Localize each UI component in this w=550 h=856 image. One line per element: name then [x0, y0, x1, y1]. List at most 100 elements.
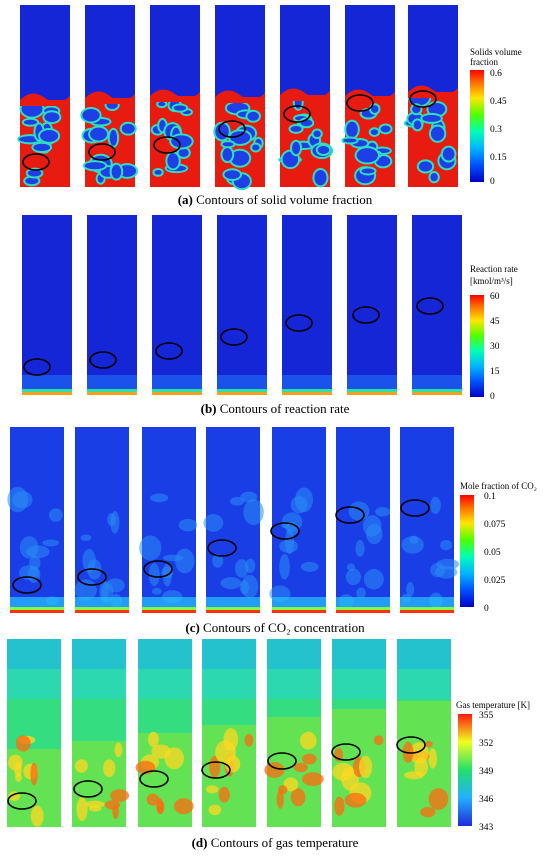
void-bubble — [375, 156, 391, 167]
co2-plume — [19, 565, 39, 581]
contour-column — [80, 5, 139, 187]
tracking-ellipse — [270, 522, 300, 540]
co2-band-hot — [206, 610, 260, 613]
temperature-hotspot — [114, 742, 123, 757]
tracking-ellipse — [7, 792, 37, 810]
co2-plume — [175, 548, 195, 574]
co2-near-bottom — [142, 597, 196, 607]
co2-plume — [401, 536, 424, 554]
co2-plume — [345, 568, 361, 586]
temperature-hotspot — [344, 792, 367, 808]
tracking-ellipse — [396, 736, 426, 754]
co2-near-bottom — [75, 597, 129, 607]
co2-plume — [362, 515, 382, 537]
co2-band — [336, 607, 390, 610]
contour-column — [403, 5, 458, 187]
void-bubble — [33, 143, 51, 152]
contour-column — [341, 5, 395, 187]
void-bubble — [371, 105, 379, 113]
temperature-hotspot — [224, 755, 241, 773]
contour-column — [202, 639, 256, 827]
temperature-hotspot — [30, 805, 44, 827]
colorbar-a-title-2: fraction — [470, 57, 498, 67]
colorbar-d-tick: 343 — [479, 823, 494, 833]
caption-a: (a) Contours of solid volume fraction — [0, 192, 550, 208]
temperature-hotspot — [302, 772, 324, 786]
co2-plume — [220, 577, 242, 590]
panel-b-graphic: Reaction rate [kmol/m³/s] 60 45 30 15 0 — [22, 215, 518, 402]
co2-plume — [139, 535, 162, 561]
void-bubble — [346, 121, 358, 138]
temperature-hotspot — [264, 762, 285, 778]
void-bubble — [290, 125, 302, 132]
temperature-hotspot — [151, 744, 171, 759]
void-bubble — [82, 109, 100, 122]
contour-column — [72, 639, 130, 827]
co2-band-hot — [10, 610, 64, 613]
colorbar-a — [470, 70, 484, 182]
panel-c-graphic: Mole fraction of CO₂ 0.1 0.075 0.05 0.02… — [7, 427, 537, 614]
column-background — [217, 215, 267, 395]
temperature-hotspot — [293, 762, 308, 773]
void-bubble — [422, 114, 441, 122]
reaction-band — [22, 389, 72, 392]
void-bubble — [430, 126, 445, 141]
temperature-hotspot — [103, 759, 116, 778]
void-bubble — [230, 131, 251, 144]
reaction-band — [87, 389, 137, 392]
cool-top — [202, 639, 256, 669]
tracking-ellipse — [89, 351, 117, 369]
co2-plume — [279, 553, 290, 580]
tracking-ellipse — [12, 576, 42, 594]
co2-band-hot — [75, 610, 129, 613]
reaction-band — [347, 389, 397, 392]
void-bubble — [40, 130, 59, 142]
void-bubble — [111, 164, 122, 179]
co2-plume — [42, 539, 59, 547]
co2-near-bottom — [10, 597, 64, 607]
reaction-band — [217, 389, 267, 392]
bed-surface — [280, 88, 330, 101]
low-rate-region — [347, 375, 397, 389]
contour-column — [217, 215, 267, 395]
colorbar-b-tick: 15 — [490, 367, 500, 377]
co2-near-bottom — [400, 597, 454, 607]
colorbar-c — [460, 495, 474, 607]
contour-column — [347, 215, 397, 395]
tracking-ellipse — [139, 770, 169, 788]
colorbar-a-tick: 0.6 — [490, 69, 502, 79]
void-bubble — [291, 141, 301, 155]
tracking-ellipse — [416, 297, 444, 315]
void-bubble — [222, 148, 233, 162]
bed-surface — [150, 89, 200, 102]
void-bubble — [90, 127, 108, 141]
co2-plume — [212, 554, 224, 568]
colorbar-b-tick: 30 — [490, 342, 500, 352]
co2-plume — [244, 558, 256, 574]
void-bubble — [418, 161, 433, 172]
co2-band — [272, 607, 326, 610]
void-bubble — [224, 170, 241, 179]
void-bubble — [356, 148, 378, 163]
reaction-band-hot — [152, 392, 202, 395]
column-background — [282, 215, 332, 395]
temperature-hotspot — [283, 777, 299, 792]
co2-plume — [234, 559, 249, 578]
void-bubble — [247, 111, 259, 121]
temperature-hotspot — [299, 731, 317, 750]
reaction-band — [412, 389, 462, 392]
tracking-ellipse — [153, 136, 181, 154]
cool-top — [397, 639, 451, 669]
temperature-hotspot — [428, 788, 449, 810]
contour-column — [7, 427, 64, 613]
co2-plume — [295, 487, 313, 513]
colorbar-b-tick: 45 — [490, 317, 500, 327]
cool-top — [267, 639, 321, 669]
void-bubble — [44, 112, 60, 123]
temperature-hotspot — [14, 762, 22, 777]
co2-plume — [107, 512, 116, 527]
co2-band — [142, 607, 196, 610]
void-bubble — [314, 170, 327, 186]
void-bubble — [428, 102, 446, 116]
void-bubble — [361, 168, 375, 174]
